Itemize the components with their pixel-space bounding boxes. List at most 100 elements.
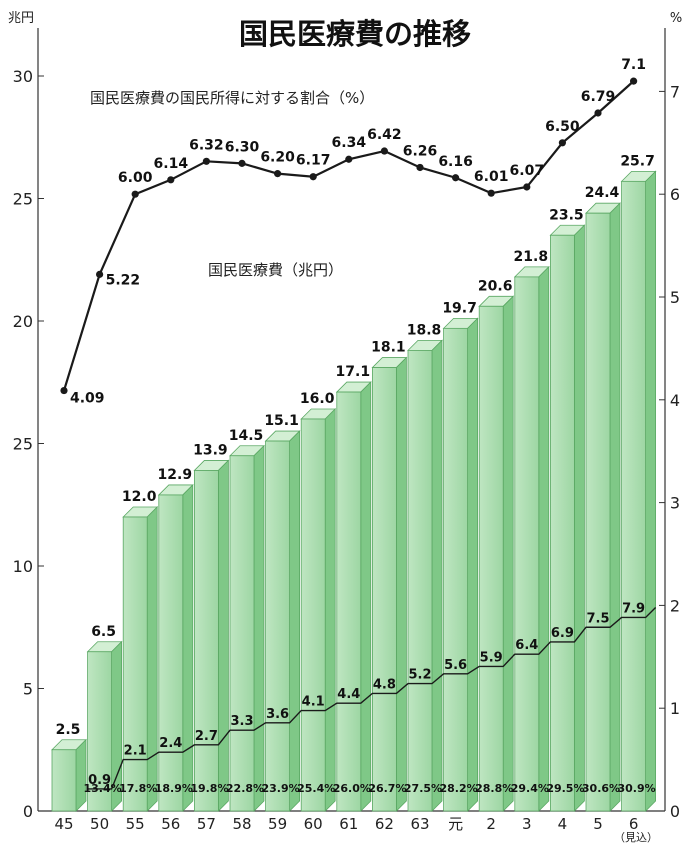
- bar-value-label: 25.7: [620, 153, 655, 169]
- left-tick-label: 0: [23, 802, 33, 821]
- right-axis-unit: %: [670, 11, 682, 26]
- step-line: [87, 606, 657, 790]
- ratio-point: [452, 174, 460, 182]
- bar-side-face: [645, 170, 656, 812]
- bar: [122, 506, 159, 812]
- bar-front-face: [122, 516, 148, 812]
- percent-label: 29.4%: [511, 782, 549, 795]
- bar: [335, 381, 372, 812]
- percent-label: 17.8%: [119, 782, 157, 795]
- ratio-point: [630, 77, 638, 85]
- right-tick-label: 6: [670, 185, 680, 204]
- ratio-point: [60, 386, 68, 395]
- bar: [51, 738, 87, 812]
- bar: [549, 224, 586, 812]
- bar-value-label: 6.5: [91, 624, 116, 640]
- ratio-point: [96, 270, 104, 278]
- bar-side-face: [467, 317, 479, 812]
- x-tick-label: 57: [197, 815, 216, 833]
- bar-side-face: [360, 381, 372, 812]
- right-tick-label: 5: [670, 288, 680, 307]
- left-tick-label: 10: [13, 557, 33, 576]
- left-tick-label: 25: [13, 435, 33, 454]
- percent-label: 26.0%: [333, 782, 371, 795]
- x-tick-label: 50: [90, 815, 109, 833]
- percent-label: 13.4%: [84, 782, 122, 795]
- bar-front-face: [550, 234, 575, 812]
- ratio-value-label: 6.26: [403, 143, 438, 159]
- x-tick-label: 60: [304, 815, 323, 833]
- ratio-value-label: 6.50: [545, 119, 580, 135]
- step-value-label: 5.6: [444, 658, 467, 673]
- step-value-label: 0.9: [88, 773, 111, 788]
- ratio-value-label: 4.09: [70, 391, 105, 407]
- ratio-point: [131, 190, 139, 198]
- ratio-value-label: 6.34: [332, 135, 367, 151]
- percent-label: 30.6%: [582, 782, 620, 795]
- percent-label: 19.8%: [190, 782, 228, 795]
- bar-value-label: 18.1: [371, 340, 406, 356]
- ratio-point: [380, 147, 388, 155]
- bar: [585, 202, 621, 812]
- bar: [442, 317, 479, 812]
- ratio-value-label: 6.16: [438, 154, 473, 170]
- x-tick-label: 5: [593, 815, 603, 833]
- step-value-label: 7.5: [586, 611, 609, 626]
- bar-value-label: 17.1: [336, 364, 371, 380]
- ratio-point: [487, 189, 495, 197]
- percent-label: 26.7%: [368, 782, 406, 795]
- bar-value-label: 18.8: [407, 322, 442, 338]
- percent-label: 27.5%: [404, 782, 442, 795]
- x-tick-label: 45: [54, 815, 73, 833]
- ratio-value-label: 6.79: [581, 89, 616, 105]
- bar: [157, 483, 194, 812]
- bar-side-face: [289, 430, 301, 812]
- x-tick-label: 59: [268, 815, 287, 833]
- ratio-point: [167, 176, 175, 184]
- bar-front-face: [514, 276, 540, 812]
- step-value-label: 4.4: [337, 687, 360, 702]
- bar: [513, 265, 550, 812]
- x-tick-label: 56: [161, 815, 180, 833]
- bar-front-face: [229, 455, 255, 812]
- x-tick-label: 元: [448, 815, 463, 833]
- bar-side-face: [395, 356, 407, 812]
- bar-value-label: 16.0: [300, 391, 335, 407]
- bar-value-label: 20.6: [478, 278, 513, 294]
- bar-value-label: 21.8: [514, 249, 549, 265]
- bar-front-face: [407, 349, 433, 812]
- bar-front-face: [621, 180, 646, 812]
- right-tick-label: 0: [670, 802, 680, 821]
- bar-front-face: [336, 391, 362, 812]
- bar-front-face: [585, 212, 611, 812]
- bar-side-face: [502, 295, 514, 812]
- ratio-point: [558, 139, 567, 147]
- x-tick-label: 4: [558, 815, 568, 833]
- bar-front-face: [300, 418, 326, 812]
- bar-front-face: [51, 749, 77, 812]
- bar-side-face: [574, 224, 585, 812]
- ratio-point: [202, 157, 210, 165]
- step-value-label: 4.8: [373, 677, 396, 692]
- ratio-value-label: 7.1: [621, 57, 646, 73]
- bar-side-face: [324, 408, 336, 812]
- bar: [300, 408, 337, 812]
- step-value-label: 4.1: [302, 695, 325, 710]
- bar-value-label: 14.5: [229, 428, 264, 444]
- ratio-point: [345, 155, 353, 163]
- ratio-value-label: 6.00: [118, 170, 153, 186]
- bar: [620, 170, 657, 812]
- x-tick-label: 62: [375, 815, 394, 833]
- bar-value-label: 12.0: [122, 489, 157, 505]
- bar-side-face: [253, 444, 265, 812]
- bar-value-label: 23.5: [549, 207, 584, 223]
- ratio-point: [238, 159, 246, 167]
- bar-front-face: [87, 651, 112, 812]
- bar-side-face: [431, 339, 443, 812]
- percent-label: 25.4%: [297, 782, 335, 795]
- x-tick-label: 2: [486, 815, 496, 833]
- ratio-value-label: 6.32: [189, 137, 224, 153]
- left-tick-label: 30: [13, 67, 33, 86]
- percent-label: 28.8%: [475, 782, 513, 795]
